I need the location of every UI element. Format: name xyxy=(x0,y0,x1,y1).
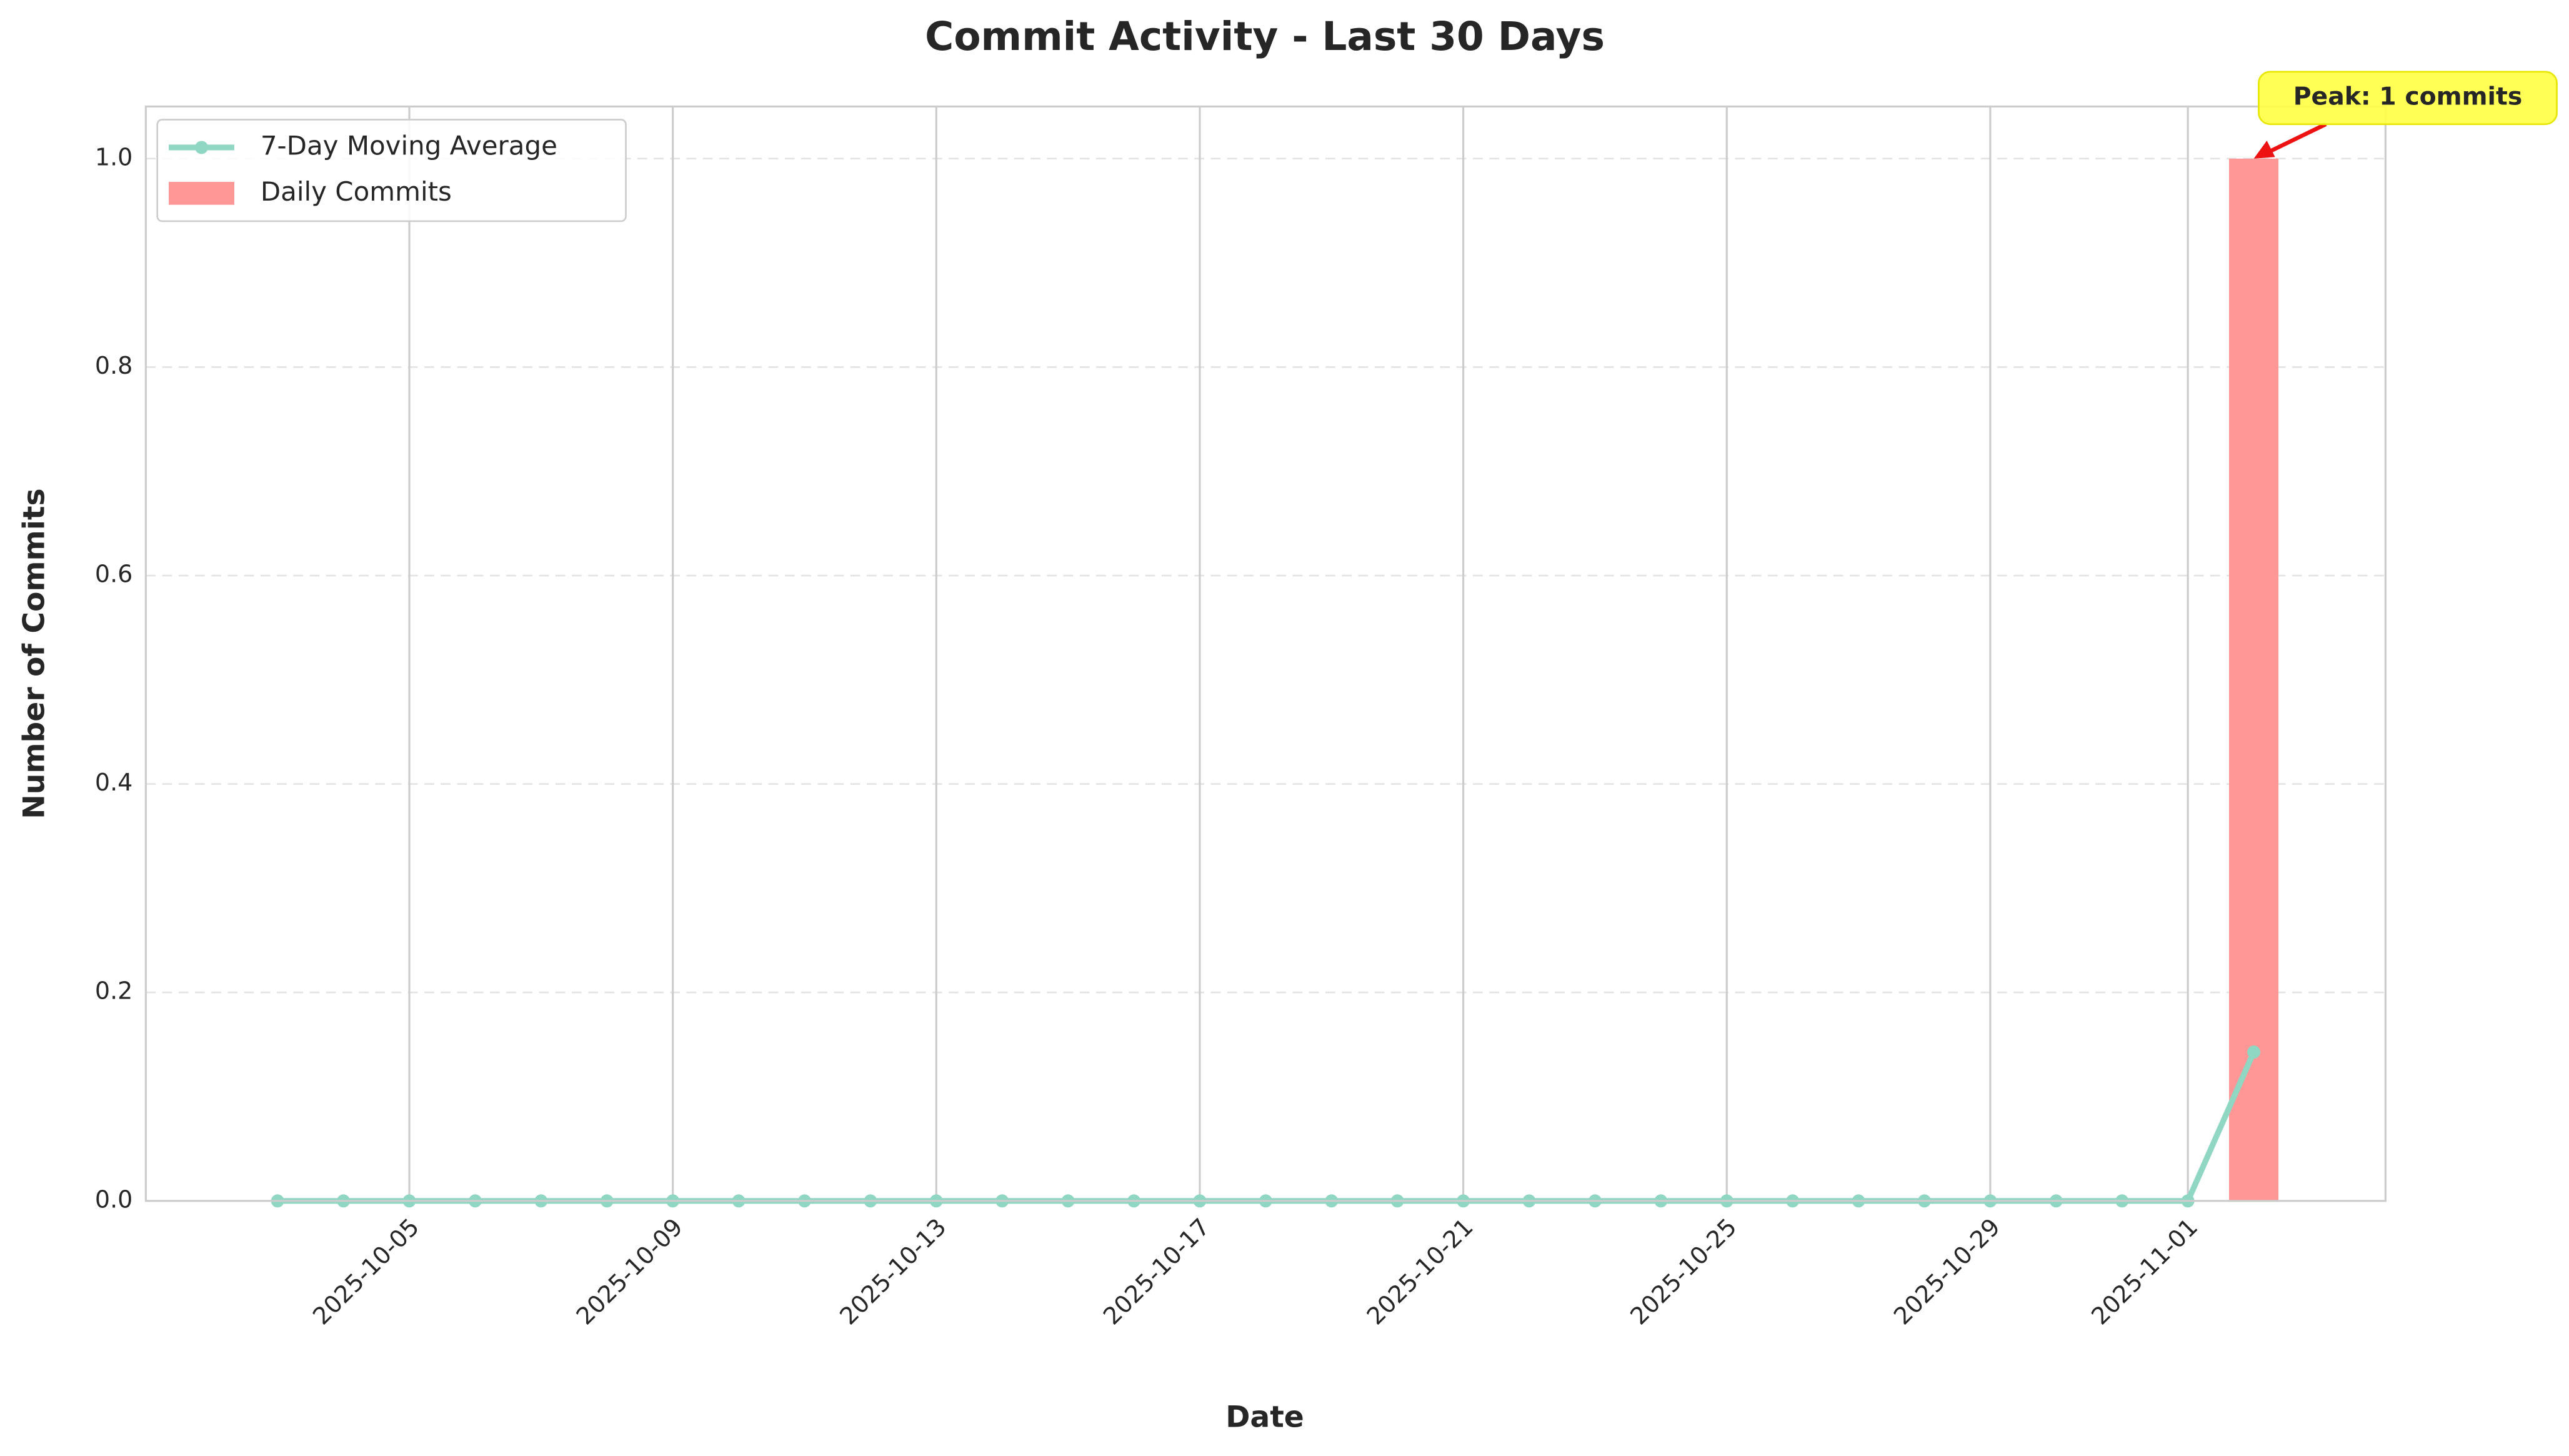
annotation-arrowhead xyxy=(2253,140,2275,159)
legend-box xyxy=(156,119,627,222)
plot-frame xyxy=(144,105,2387,1202)
y-axis-label: Number of Commits xyxy=(17,488,52,819)
legend-label: 7-Day Moving Average xyxy=(261,130,557,161)
annotation-box xyxy=(2258,71,2558,126)
chart-title: Commit Activity - Last 30 Days xyxy=(925,14,1605,59)
y-tick-label: 0.8 xyxy=(95,352,132,379)
annotation-text: Peak: 1 commits xyxy=(2293,82,2523,111)
bar xyxy=(2229,158,2279,1201)
x-axis-label: Date xyxy=(1225,1400,1304,1434)
line-marker xyxy=(2247,1045,2261,1059)
legend-swatch xyxy=(169,182,234,205)
y-tick-label: 0.2 xyxy=(95,977,132,1005)
legend-swatch xyxy=(194,141,208,154)
legend-label: Daily Commits xyxy=(261,176,452,207)
legend: 7-Day Moving Average Daily Commits xyxy=(156,119,627,222)
annotation: Peak: 1 commits xyxy=(2253,71,2558,159)
annotation-arrow xyxy=(2267,122,2327,154)
y-tick-label: 0.6 xyxy=(95,561,132,588)
y-tick-label: 0.0 xyxy=(95,1185,132,1213)
y-tick-label: 0.4 xyxy=(95,769,132,796)
y-tick-label: 1.0 xyxy=(95,143,132,171)
